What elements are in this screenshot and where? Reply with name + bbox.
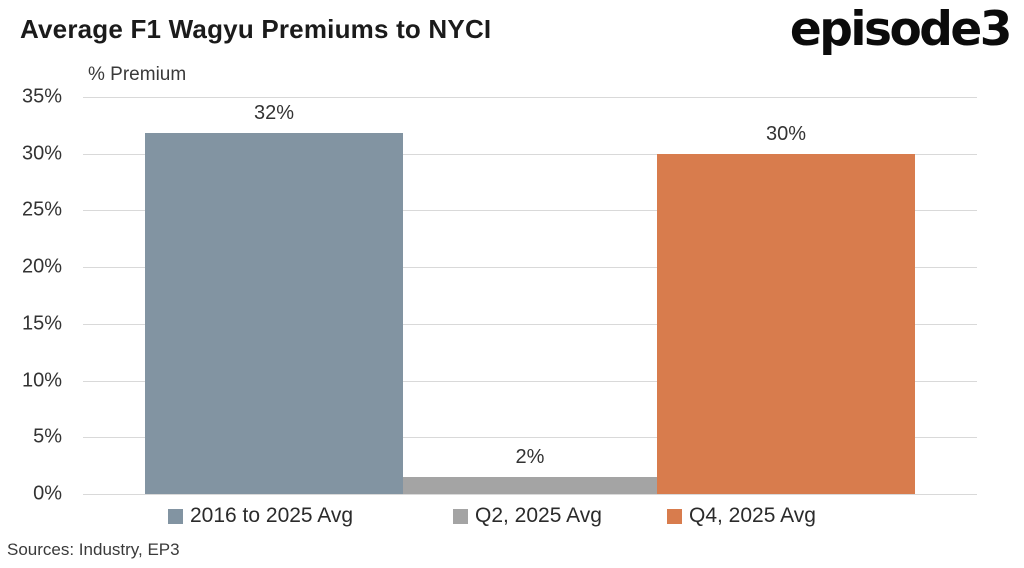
bar-2016-to-2025-avg [145, 133, 403, 494]
legend-item-q4-2025-avg: Q4, 2025 Avg [667, 504, 816, 528]
y-tick-label-5: 5% [33, 425, 62, 448]
y-tick-label-0: 0% [33, 482, 62, 505]
y-tick-label-10: 10% [21, 369, 62, 392]
bar-data-label-q2-2025-avg: 2% [515, 446, 545, 468]
y-tick-label-25: 25% [21, 198, 62, 221]
chart-title: Average F1 Wagyu Premiums to NYCI [20, 14, 492, 44]
legend-swatch-2016-to-2025-avg [168, 508, 183, 524]
gridline-15 [83, 323, 977, 325]
gridline-5 [83, 437, 977, 439]
y-tick-label-35: 35% [21, 85, 62, 108]
episode3-logo: episode3 [789, 2, 1013, 57]
legend-label-q4-2025-avg: Q4, 2025 Avg [689, 504, 816, 527]
y-tick-label-20: 20% [21, 255, 62, 278]
gridline-0 [83, 494, 977, 495]
gridline-30 [83, 153, 977, 155]
legend-swatch-q4-2025-avg [667, 508, 682, 524]
plot-area: 32% 2% 30% [83, 97, 977, 495]
gridline-35 [83, 97, 977, 98]
bar-data-label-q4-2025-avg: 30% [765, 122, 807, 145]
legend-swatch-q2-2025-avg [453, 508, 468, 524]
gridline-20 [83, 267, 977, 269]
y-tick-label-15: 15% [21, 312, 62, 335]
sources-note: Sources: Industry, EP3 [7, 540, 180, 559]
y-axis-title: % Premium [88, 64, 187, 85]
bar-data-label-2016-to-2025-avg: 32% [253, 102, 295, 125]
legend-label-q2-2025-avg: Q2, 2025 Avg [475, 504, 602, 527]
y-tick-label-30: 30% [21, 142, 62, 165]
legend-label-2016-to-2025-avg: 2016 to 2025 Avg [190, 504, 354, 527]
bar-q2-2025-avg [403, 477, 657, 494]
bar-q4-2025-avg [657, 153, 915, 494]
gridline-25 [83, 210, 977, 212]
gridline-10 [83, 380, 977, 382]
legend-item-q2-2025-avg: Q2, 2025 Avg [453, 504, 602, 528]
legend-item-2016-to-2025-avg: 2016 to 2025 Avg [168, 504, 353, 528]
